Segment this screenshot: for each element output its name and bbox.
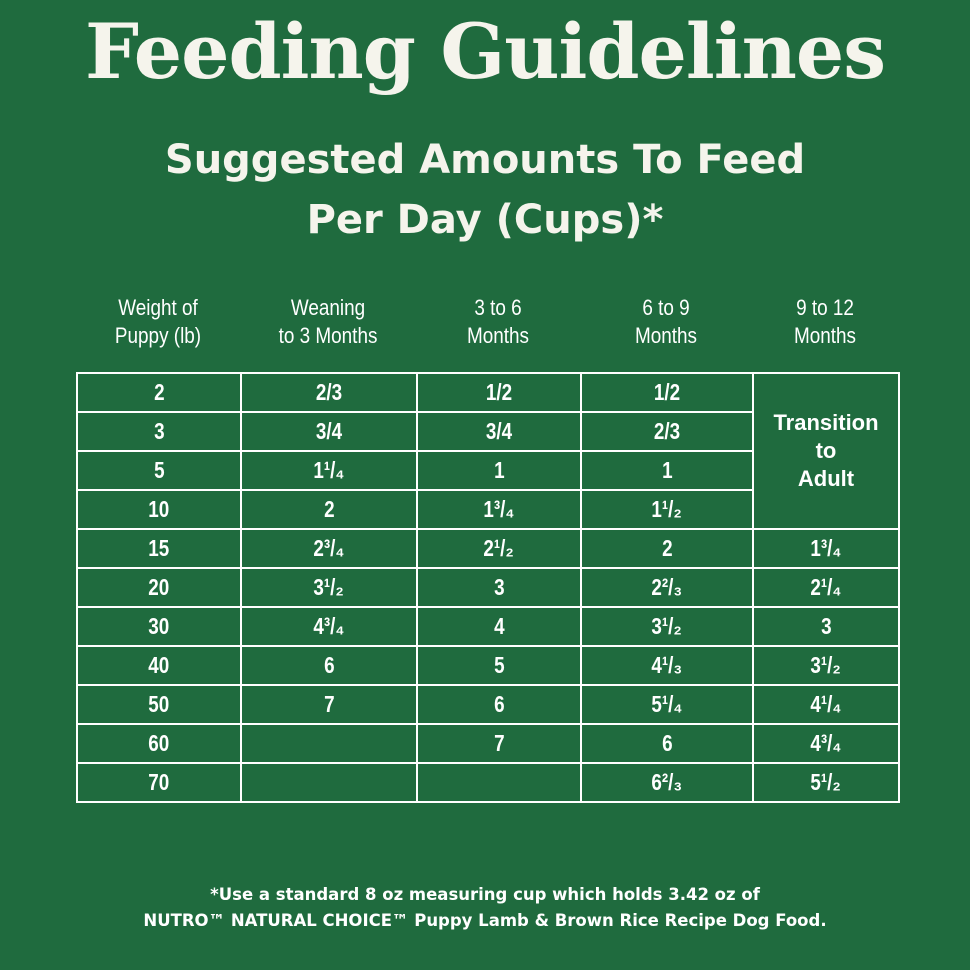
column-header-line: Months — [466, 323, 530, 348]
column-header-line: Weight of — [118, 295, 198, 320]
column-header-line: 9 to 12 — [796, 295, 854, 320]
table-row: 10 2 1³/₄ 1¹/₂ — [76, 489, 899, 530]
table-cell: 2/3 — [240, 372, 418, 413]
table-row: 3 3/4 3/4 2/3 — [76, 411, 899, 452]
table-cell: 2 — [580, 528, 754, 569]
table-cell: 6 — [580, 723, 754, 764]
table-cell: 1¹/₄ — [240, 450, 418, 491]
transition-line: Transition — [773, 410, 879, 435]
table-cell: 3 — [416, 567, 582, 608]
table-cell: 4¹/₃ — [580, 645, 754, 686]
column-header-weight: Weight of Puppy (lb) — [87, 294, 228, 350]
table-cell: 70 — [76, 762, 242, 803]
table-cell: 6 — [416, 684, 582, 725]
table-cell: 1 — [416, 450, 582, 491]
table-cell: 2 — [76, 372, 242, 413]
table-cell: 2 — [240, 489, 418, 530]
table-cell — [240, 762, 418, 803]
table-row: 30 4³/₄ 4 3¹/₂ 3 — [76, 606, 900, 647]
footnote: *Use a standard 8 oz measuring cup which… — [0, 882, 970, 934]
table-row: 60 7 6 4³/₄ — [76, 723, 900, 764]
table-cell: 5¹/₂ — [752, 762, 900, 803]
table-cell: 7 — [240, 684, 418, 725]
table-cell: 3¹/₂ — [752, 645, 900, 686]
table-cell: 3 — [76, 411, 242, 452]
table-cell: 5 — [76, 450, 242, 491]
column-header-line: Months — [793, 323, 857, 348]
table-cell: 3¹/₂ — [240, 567, 418, 608]
table-cell: 1¹/₂ — [580, 489, 754, 530]
table-row: 40 6 5 4¹/₃ 3¹/₂ — [76, 645, 900, 686]
table-cell: 2¹/₄ — [752, 567, 900, 608]
table-cell: 3¹/₂ — [580, 606, 754, 647]
column-headers: Weight of Puppy (lb) Weaning to 3 Months… — [76, 294, 898, 354]
table-cell: 1³/₄ — [416, 489, 582, 530]
table-row: 15 2³/₄ 2¹/₂ 2 1³/₄ — [76, 528, 900, 569]
table-cell: 4³/₄ — [752, 723, 900, 764]
table-row: 20 3¹/₂ 3 2²/₃ 2¹/₄ — [76, 567, 900, 608]
column-header-9-to-12: 9 to 12 Months — [762, 294, 888, 350]
table-cell: 60 — [76, 723, 242, 764]
table-row: 50 7 6 5¹/₄ 4¹/₄ — [76, 684, 900, 725]
table-row: 5 1¹/₄ 1 1 — [76, 450, 899, 491]
table-cell — [240, 723, 418, 764]
feeding-table: 2 2/3 1/2 1/2 Transition to Adult 3 3/4 … — [76, 372, 900, 803]
column-header-weaning: Weaning to 3 Months — [252, 294, 403, 350]
page-title: Feeding Guidelines — [84, 7, 886, 96]
table-cell: 1/2 — [416, 372, 582, 413]
column-header-line: Weaning — [290, 295, 366, 320]
subtitle-line-2: Per Day (Cups)* — [306, 197, 664, 243]
table-cell: 5 — [416, 645, 582, 686]
table-cell: 2³/₄ — [240, 528, 418, 569]
table-cell: 40 — [76, 645, 242, 686]
table-cell: 10 — [76, 489, 242, 530]
table-cell: 4 — [416, 606, 582, 647]
table-cell: 1/2 — [580, 372, 754, 413]
table-cell: 6²/₃ — [580, 762, 754, 803]
subtitle-line-1: Suggested Amounts To Feed — [164, 137, 806, 183]
transition-to-adult-cell: Transition to Adult — [752, 372, 900, 530]
table-cell — [416, 762, 582, 803]
table-cell: 15 — [76, 528, 242, 569]
table-cell: 7 — [416, 723, 582, 764]
table-cell: 5¹/₄ — [580, 684, 754, 725]
table-cell: 3/4 — [240, 411, 418, 452]
footnote-line-1: *Use a standard 8 oz measuring cup which… — [210, 885, 760, 904]
table-cell: 4³/₄ — [240, 606, 418, 647]
column-header-line: Puppy (lb) — [114, 323, 202, 348]
table-cell: 1³/₄ — [752, 528, 900, 569]
table-cell: 2¹/₂ — [416, 528, 582, 569]
subtitle: Suggested Amounts To Feed Per Day (Cups)… — [0, 130, 970, 250]
column-header-3-to-6: 3 to 6 Months — [427, 294, 568, 350]
footnote-line-2: NUTRO™ NATURAL CHOICE™ Puppy Lamb & Brow… — [143, 911, 827, 930]
table-cell: 1 — [580, 450, 754, 491]
table-cell: 30 — [76, 606, 242, 647]
table-cell: 2/3 — [580, 411, 754, 452]
column-header-line: Months — [634, 323, 698, 348]
transition-line: to — [815, 438, 837, 463]
column-header-6-to-9: 6 to 9 Months — [592, 294, 740, 350]
table-cell: 2²/₃ — [580, 567, 754, 608]
table-cell: 3/4 — [416, 411, 582, 452]
transition-line: Adult — [797, 466, 855, 491]
column-header-line: to 3 Months — [278, 323, 378, 348]
table-cell: 6 — [240, 645, 418, 686]
table-cell: 50 — [76, 684, 242, 725]
table-row: 2 2/3 1/2 1/2 Transition to Adult — [76, 372, 900, 530]
table-cell: 20 — [76, 567, 242, 608]
column-header-line: 6 to 9 — [642, 295, 690, 320]
table-row: 70 6²/₃ 5¹/₂ — [76, 762, 900, 803]
table-cell: 3 — [752, 606, 900, 647]
table-cell: 4¹/₄ — [752, 684, 900, 725]
column-header-line: 3 to 6 — [474, 295, 522, 320]
